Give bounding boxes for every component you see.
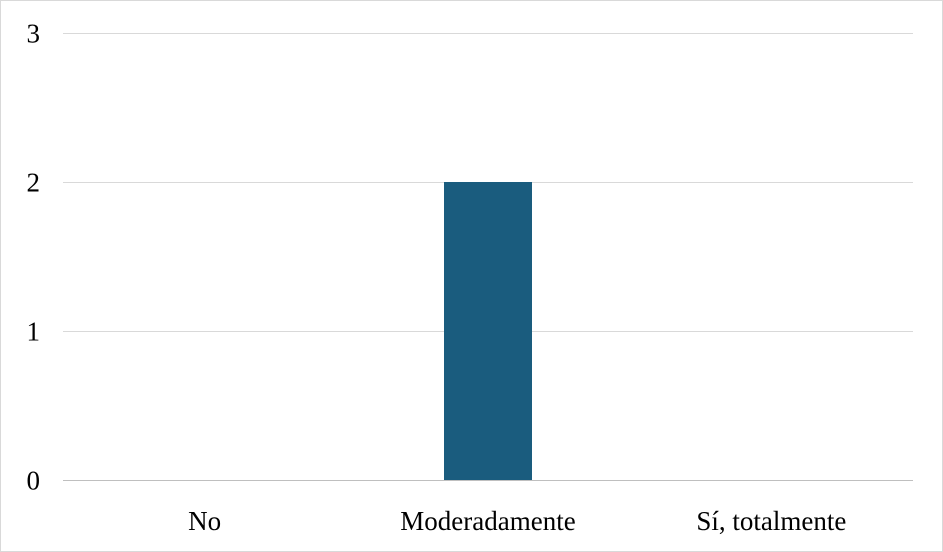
- y-tick-label: 0: [27, 466, 41, 496]
- x-category-label: Moderadamente: [400, 506, 575, 536]
- bars: [444, 182, 532, 480]
- y-axis-tick-labels: 0 1 2 3: [27, 19, 41, 496]
- y-tick-label: 1: [27, 317, 41, 347]
- y-tick-label: 2: [27, 168, 41, 198]
- bar: [444, 182, 532, 480]
- x-category-label: Sí, totalmente: [696, 506, 846, 536]
- y-tick-label: 3: [27, 19, 41, 49]
- x-category-label: No: [188, 506, 221, 536]
- x-axis-category-labels: No Moderadamente Sí, totalmente: [188, 506, 846, 536]
